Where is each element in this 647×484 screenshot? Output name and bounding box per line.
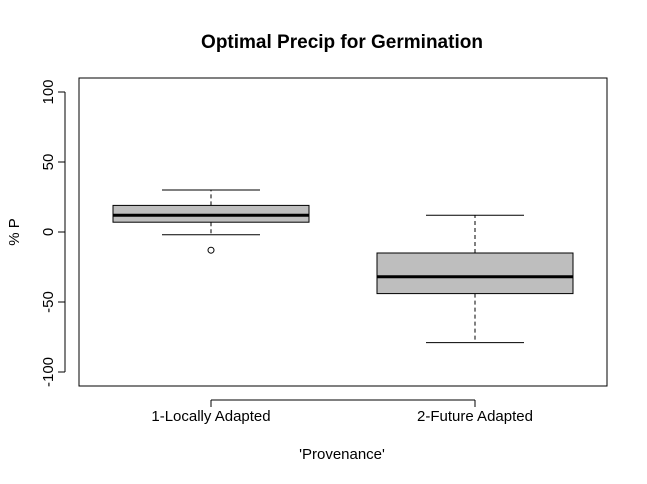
y-tick-label: -50 — [40, 291, 57, 313]
iqr-box — [376, 252, 574, 295]
box-series — [112, 189, 574, 344]
y-tick-label: -100 — [40, 357, 57, 387]
x-tick-label: 1-Locally Adapted — [151, 408, 270, 425]
chart-title: Optimal Precip for Germination — [201, 32, 483, 53]
x-axis-label: 'Provenance' — [299, 446, 385, 463]
x-axis: 1-Locally Adapted 2-Future Adapted — [151, 399, 533, 425]
x-tick-label: 2-Future Adapted — [417, 408, 533, 425]
y-tick-label: 0 — [40, 228, 57, 236]
y-tick-label: 100 — [40, 79, 57, 104]
plot-frame — [78, 77, 608, 387]
box-group — [112, 189, 310, 254]
y-axis-label: % P — [6, 218, 23, 246]
box-group — [376, 214, 574, 344]
outlier-point — [207, 246, 215, 254]
y-tick-label: 50 — [40, 154, 57, 171]
y-axis: -100 -50 0 50 100 — [40, 79, 66, 387]
